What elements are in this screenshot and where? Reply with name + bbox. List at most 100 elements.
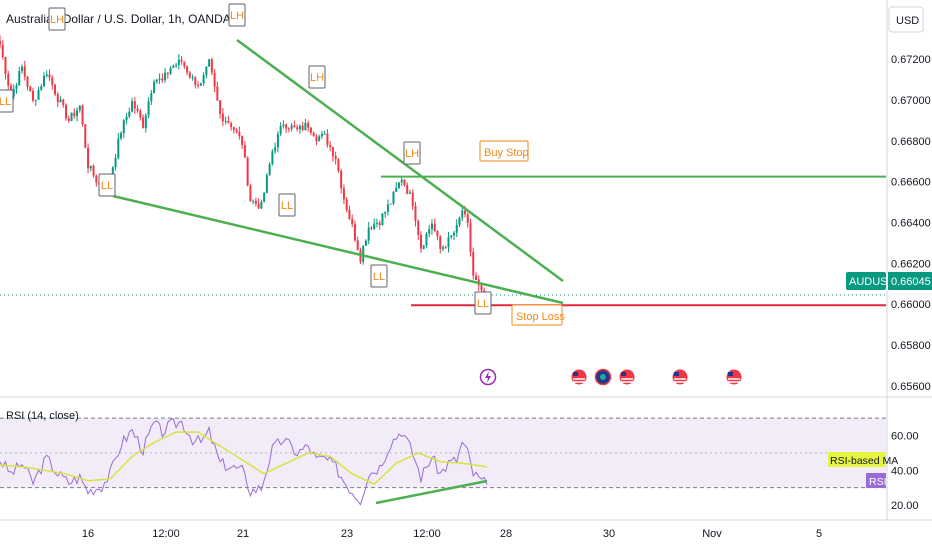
candle-body xyxy=(65,104,68,119)
time-tick-label: Nov xyxy=(702,528,722,540)
candle-body xyxy=(452,232,455,236)
swing-label-box xyxy=(474,291,492,315)
candle-body xyxy=(301,125,304,131)
candle-body xyxy=(238,131,241,137)
candle-body xyxy=(169,67,172,74)
candle-body xyxy=(298,125,301,130)
candle-body xyxy=(331,147,334,157)
candle-body xyxy=(461,210,464,218)
candle-body xyxy=(133,101,136,109)
candle-body xyxy=(430,223,433,230)
event-icons[interactable] xyxy=(479,368,742,386)
candle-body xyxy=(342,188,345,200)
candle-body xyxy=(43,75,46,87)
candle-body xyxy=(312,132,315,137)
candle-body xyxy=(18,71,21,86)
candles xyxy=(0,35,488,298)
candle-body xyxy=(1,44,4,58)
candle-body xyxy=(318,136,321,142)
candle-body xyxy=(403,179,406,186)
upper-trend-line[interactable] xyxy=(236,38,564,283)
candle-body xyxy=(26,76,29,87)
candle-body xyxy=(307,123,310,128)
time-tick-label: 30 xyxy=(603,528,615,540)
time-tick-label: 12:00 xyxy=(413,528,441,540)
swing-label: LL xyxy=(281,200,293,212)
price-axis[interactable]: 0.67200 0.67000 0.66800 0.66600 0.66400 0.662… xyxy=(891,54,931,393)
candle-body xyxy=(202,74,205,84)
candle-body xyxy=(122,119,125,134)
lower-trend-line[interactable] xyxy=(112,194,564,305)
candle-body xyxy=(246,157,249,186)
candle-body xyxy=(241,136,244,146)
candle-body xyxy=(414,205,417,222)
candle-body xyxy=(353,223,356,241)
swing-label-box xyxy=(48,7,66,31)
candle-body xyxy=(469,223,472,252)
candle-body xyxy=(326,133,329,146)
candle-body xyxy=(166,72,169,74)
candle-body xyxy=(436,231,439,237)
candle-body xyxy=(411,192,414,206)
candle-body xyxy=(362,245,365,262)
last-price-text: 0.66045 xyxy=(891,276,931,288)
candle-body xyxy=(340,170,343,189)
candle-body xyxy=(364,240,367,246)
candle-body xyxy=(254,200,257,204)
candle-body xyxy=(425,233,428,246)
candle-body xyxy=(142,117,145,128)
candle-body xyxy=(15,85,18,89)
candle-body xyxy=(213,72,216,87)
time-tick-label: 23 xyxy=(341,528,353,540)
candle-body xyxy=(257,203,260,209)
candle-body xyxy=(466,214,469,224)
candle-body xyxy=(54,84,57,95)
time-tick-label: 21 xyxy=(237,528,249,540)
candle-body xyxy=(274,147,277,152)
stop-loss-label-box[interactable] xyxy=(511,304,563,326)
candle-body xyxy=(315,136,318,142)
candle-body xyxy=(34,99,37,101)
candle-body xyxy=(12,88,15,97)
swing-label: LL xyxy=(101,180,113,192)
candle-body xyxy=(282,124,285,126)
candle-body xyxy=(194,77,197,86)
price-tick-label: 0.66400 xyxy=(891,218,931,230)
candle-body xyxy=(21,66,24,72)
currency-box[interactable] xyxy=(888,6,924,33)
candle-body xyxy=(186,66,189,73)
candle-body xyxy=(348,210,351,219)
candle-body xyxy=(37,89,40,100)
time-axis[interactable]: 16 12:00 21 23 12:00 28 30 Nov 5 xyxy=(82,528,822,540)
price-tick-label: 0.65800 xyxy=(891,340,931,352)
swing-label-box xyxy=(228,3,246,27)
candle-body xyxy=(67,118,70,121)
candle-body xyxy=(139,110,142,118)
candle-body xyxy=(271,151,274,165)
candle-body xyxy=(345,199,348,211)
swing-label-box xyxy=(403,141,421,165)
rsi-divergence-line[interactable] xyxy=(375,479,488,505)
candle-body xyxy=(397,182,400,188)
buy-stop-label-box[interactable] xyxy=(479,140,529,162)
candle-body xyxy=(304,123,307,131)
rsi-tick-label: 20.00 xyxy=(891,500,919,512)
swing-label: LH xyxy=(230,10,244,22)
candle-body xyxy=(219,100,222,114)
last-price-badge xyxy=(888,272,932,290)
candle-body xyxy=(136,108,139,111)
candle-body xyxy=(441,247,444,249)
price-tick-label: 0.66200 xyxy=(891,258,931,270)
rsi-ma-line xyxy=(0,431,488,486)
candle-body xyxy=(458,217,461,225)
candle-body xyxy=(164,72,167,81)
candle-body xyxy=(175,64,178,66)
price-tick-label: 0.66800 xyxy=(891,136,931,148)
chart-title: Australian Dollar / U.S. Dollar, 1h, OAN… xyxy=(6,12,231,26)
candle-body xyxy=(120,133,123,139)
candle-body xyxy=(205,66,208,75)
rsi-axis[interactable]: 60.00 40.00 20.00 xyxy=(891,431,919,513)
candle-body xyxy=(422,245,425,249)
candle-body xyxy=(155,79,158,82)
